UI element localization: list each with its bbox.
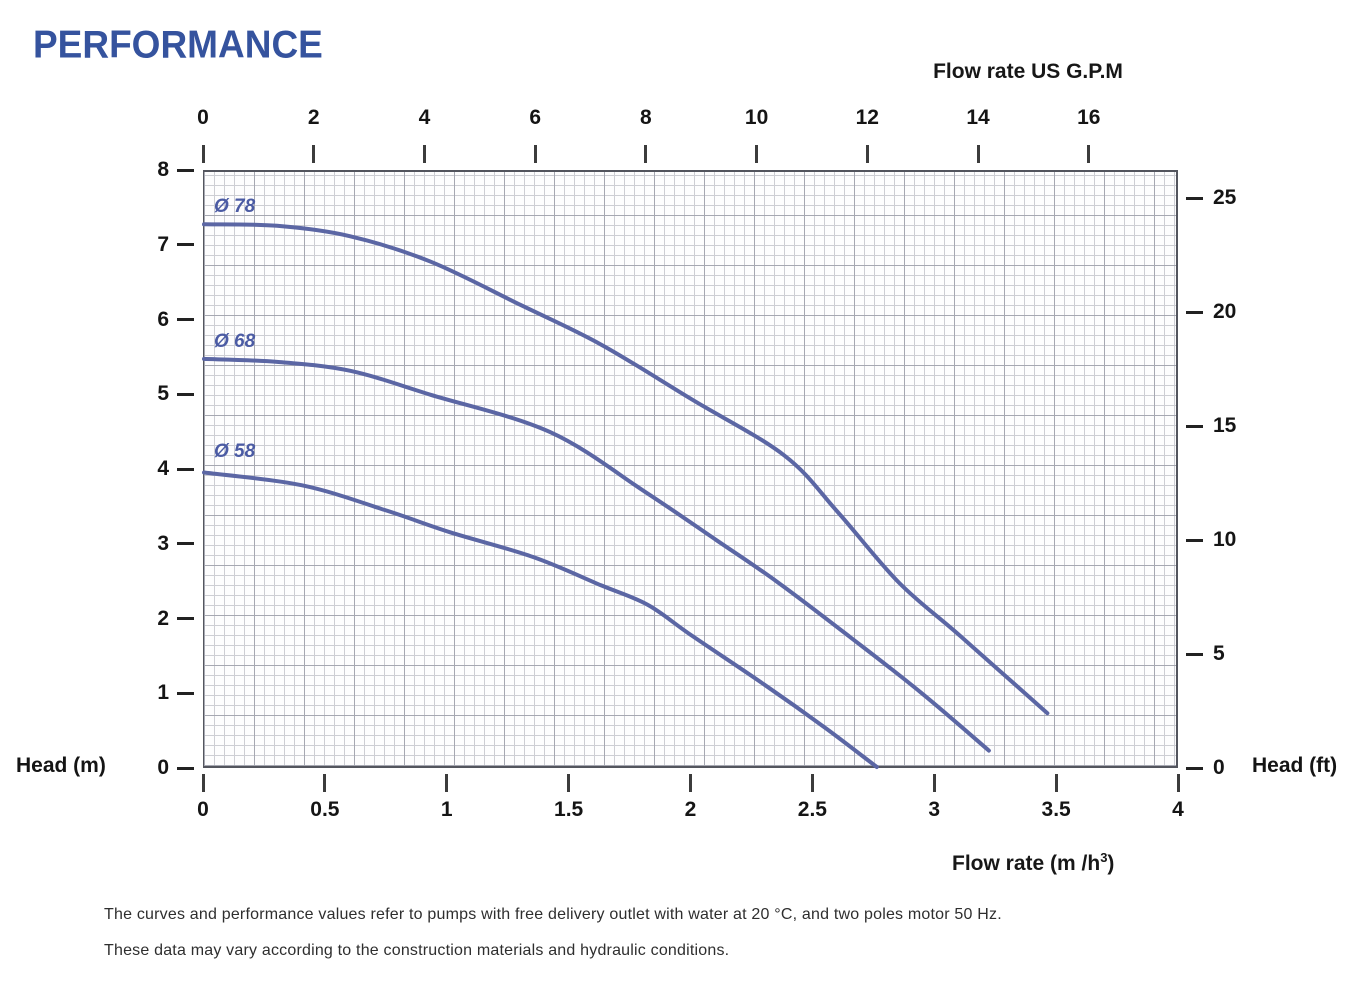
bottom-tick-mark <box>1054 774 1058 792</box>
left-tick-mark <box>177 392 194 396</box>
top-tick-mark <box>201 145 205 163</box>
right-tick-mark <box>1186 196 1203 200</box>
right-tick-label: 5 <box>1213 642 1225 666</box>
bottom-tick-mark <box>810 774 814 792</box>
top-tick-label: 14 <box>966 106 990 129</box>
right-tick-mark <box>1186 652 1203 656</box>
right-tick-mark <box>1186 424 1203 428</box>
page-title: PERFORMANCE <box>33 23 323 66</box>
footnote-line-2: These data may vary according to the con… <box>104 942 730 959</box>
bottom-tick-label: 0.5 <box>310 798 340 821</box>
left-tick-row: 6 <box>120 307 194 333</box>
curve-78 <box>202 222 1050 716</box>
right-tick-row: 10 <box>1186 527 1306 553</box>
left-tick-mark <box>177 318 194 321</box>
left-tick-mark <box>177 168 194 172</box>
top-tick-label: 2 <box>307 106 320 129</box>
bottom-tick-mark <box>932 774 936 792</box>
left-tick-label: 5 <box>157 382 169 406</box>
top-tick-label: 10 <box>744 106 769 129</box>
top-tick-mark <box>865 145 869 163</box>
bottom-tick-mark <box>1176 774 1180 792</box>
left-tick-row: 0 <box>120 755 194 781</box>
left-tick-row: 5 <box>120 381 194 407</box>
bottom-axis-title-close: ) <box>1107 852 1115 875</box>
bottom-tick-mark <box>323 774 327 792</box>
left-tick-row: 3 <box>120 531 194 557</box>
right-tick-label: 25 <box>1213 186 1237 210</box>
top-tick-label: 0 <box>197 106 209 129</box>
left-tick-label: 3 <box>157 531 169 555</box>
right-tick-row: 20 <box>1186 299 1306 325</box>
curve-label-68: Ø 68 <box>214 331 256 352</box>
plot-area: Ø 78 Ø 68 Ø 58 <box>202 170 1178 769</box>
top-tick-mark <box>976 145 980 163</box>
right-tick-row: 0 <box>1186 755 1306 781</box>
left-tick-mark <box>177 243 194 247</box>
left-axis-title: Head (m) <box>16 754 106 777</box>
left-tick-label: 4 <box>157 457 169 480</box>
bottom-tick-label: 2 <box>684 798 697 821</box>
top-tick-label: 8 <box>640 106 652 129</box>
left-tick-label: 7 <box>157 232 169 256</box>
bottom-tick-label: 1 <box>440 798 453 821</box>
left-tick-mark <box>177 766 194 770</box>
footnote-line-1: The curves and performance values refer … <box>104 906 1002 923</box>
top-tick-mark <box>755 145 759 163</box>
top-tick-mark <box>422 145 426 163</box>
top-tick-mark <box>312 145 316 163</box>
left-tick-label: 2 <box>157 606 169 630</box>
bottom-tick-label: 4 <box>1172 798 1184 821</box>
top-tick-mark <box>1087 145 1091 163</box>
top-tick-label: 16 <box>1077 106 1101 129</box>
bottom-tick-label: 0 <box>197 798 209 821</box>
left-tick-row: 8 <box>120 157 194 183</box>
right-tick-label: 0 <box>1213 756 1225 779</box>
right-tick-mark <box>1186 538 1203 542</box>
bottom-tick-mark <box>689 774 692 792</box>
top-tick-label: 6 <box>529 106 541 129</box>
bottom-tick-label: 3 <box>928 798 941 821</box>
top-tick-mark <box>533 145 537 163</box>
right-tick-row: 5 <box>1186 641 1306 667</box>
pump-curves-svg <box>202 222 1050 769</box>
curve-label-58: Ø 58 <box>214 441 256 462</box>
left-tick-label: 1 <box>157 681 169 705</box>
left-tick-mark <box>177 467 194 471</box>
right-tick-label: 15 <box>1213 414 1237 438</box>
bottom-axis-title-sup: 3 <box>1100 850 1108 865</box>
right-tick-mark <box>1186 766 1203 770</box>
left-tick-row: 2 <box>120 606 194 632</box>
left-tick-mark <box>177 691 194 695</box>
bottom-tick-label: 3.5 <box>1041 798 1071 821</box>
bottom-tick-label: 1.5 <box>554 798 584 821</box>
curve-58 <box>202 470 879 769</box>
top-tick-label: 4 <box>418 106 431 129</box>
curve-label-78: Ø 78 <box>214 196 256 217</box>
right-tick-row: 15 <box>1186 413 1306 439</box>
left-tick-mark <box>177 542 194 546</box>
curve-68 <box>202 356 991 753</box>
top-axis-title: Flow rate US G.P.M <box>933 60 1123 83</box>
bottom-tick-mark <box>567 774 571 792</box>
left-tick-row: 1 <box>120 680 194 706</box>
left-tick-label: 0 <box>157 756 169 779</box>
bottom-tick-mark <box>201 774 205 792</box>
bottom-tick-label: 2.5 <box>797 798 827 821</box>
left-tick-label: 8 <box>157 158 169 181</box>
right-tick-label: 10 <box>1213 528 1237 552</box>
right-tick-mark <box>1186 310 1203 314</box>
bottom-tick-mark <box>445 774 449 792</box>
right-axis-title: Head (ft) <box>1252 754 1338 777</box>
left-tick-mark <box>177 617 194 620</box>
top-tick-mark <box>644 145 648 163</box>
left-tick-row: 7 <box>120 232 194 258</box>
left-tick-row: 4 <box>120 456 194 482</box>
right-tick-row: 25 <box>1186 185 1306 211</box>
top-tick-label: 12 <box>855 106 879 129</box>
left-tick-label: 6 <box>157 307 169 331</box>
bottom-axis-title-text: Flow rate (m /h <box>952 852 1101 875</box>
bottom-axis-title: Flow rate (m /h3) <box>952 850 1114 876</box>
right-tick-label: 20 <box>1213 300 1237 324</box>
